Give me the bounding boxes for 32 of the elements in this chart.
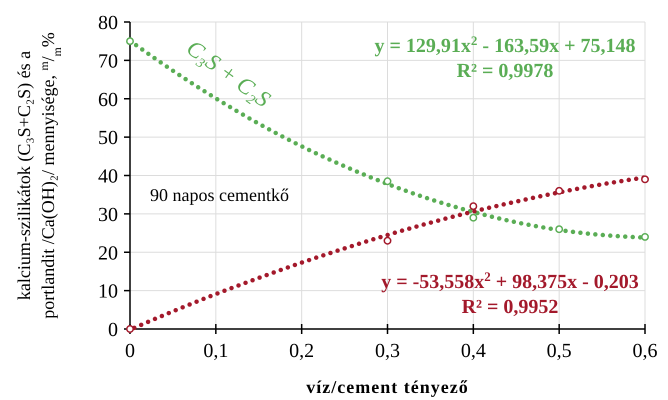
point	[641, 175, 649, 184]
annotation: y = -53,558x$^{2}$ + 98,375x - 0,203	[381, 268, 639, 293]
point	[126, 37, 134, 46]
x-tick-label: 0,4	[460, 340, 486, 362]
text: C₃S + C₂S	[182, 35, 276, 112]
point	[384, 236, 392, 245]
x-tick-label: 0,5	[546, 340, 572, 362]
y-tick-label: 30	[98, 204, 118, 226]
x-axis-title: víz/cement tényező	[306, 377, 469, 397]
point	[555, 225, 564, 234]
point	[384, 177, 392, 186]
annotation: R² = 0,9978	[456, 60, 554, 82]
point	[555, 186, 564, 195]
x-tick-label: 0,2	[289, 340, 314, 362]
y-tick-label: 60	[98, 88, 118, 111]
x-tick-label: 0,3	[375, 340, 400, 362]
y-tick-label: 70	[98, 50, 118, 72]
y-tick-label: 10	[98, 280, 118, 303]
x-tick-label: 0	[125, 340, 135, 362]
y-tick-label: 80	[98, 12, 118, 34]
point	[469, 202, 478, 210]
y-tick-label: 50	[98, 127, 118, 150]
y-tick-label: 0	[108, 319, 118, 341]
x-tick-label: 0,6	[632, 340, 658, 362]
annotation: y = 129,91x$^{2}$ - 163,59x + 75,148	[374, 32, 636, 57]
point	[469, 214, 478, 222]
annotation: R² = 0,9952	[462, 296, 558, 318]
x-tick-label: 0,1	[203, 340, 228, 362]
annotation: 90 napos cementkő	[150, 185, 289, 205]
y-tick-label: 40	[98, 166, 118, 188]
point	[641, 232, 649, 241]
y-tick-label: 20	[98, 242, 118, 264]
